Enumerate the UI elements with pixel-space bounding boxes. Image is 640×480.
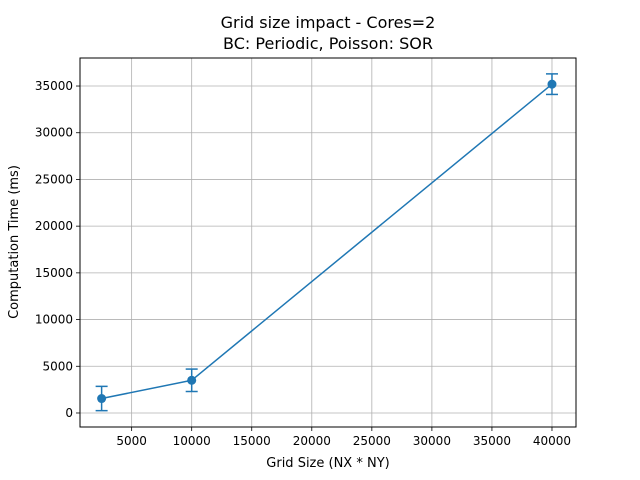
data-point xyxy=(547,79,557,89)
grid-lines xyxy=(80,58,576,427)
x-tick-label: 35000 xyxy=(473,434,511,448)
y-tick-label: 20000 xyxy=(35,219,73,233)
series-layer xyxy=(95,73,558,412)
x-tick-label: 20000 xyxy=(293,434,331,448)
y-tick-label: 5000 xyxy=(42,359,73,373)
y-tick-label: 0 xyxy=(65,406,73,420)
y-tick-label: 25000 xyxy=(35,172,73,186)
x-tick-label: 15000 xyxy=(233,434,271,448)
plot-area-frame xyxy=(79,57,577,428)
x-tick-label: 5000 xyxy=(116,434,147,448)
y-tick-label: 10000 xyxy=(35,313,73,327)
y-tick-label: 35000 xyxy=(35,79,73,93)
data-point xyxy=(187,375,197,385)
x-tick-label: 30000 xyxy=(413,434,451,448)
x-tick-label: 40000 xyxy=(533,434,571,448)
y-tick-label: 15000 xyxy=(35,266,73,280)
chart-title: Grid size impact - Cores=2 xyxy=(221,13,436,32)
x-tick-label: 25000 xyxy=(353,434,391,448)
y-axis-label: Computation Time (ms) xyxy=(7,165,22,319)
series-line xyxy=(101,83,553,400)
y-tick-label: 30000 xyxy=(35,126,73,140)
x-tick-label: 10000 xyxy=(173,434,211,448)
tick-layer: 5000 10000 15000 20000 25000 30000 35000 40000 0… xyxy=(35,79,571,448)
chart-subtitle: BC: Periodic, Poisson: SOR xyxy=(223,34,433,53)
data-point xyxy=(97,394,107,404)
x-axis-label: Grid Size (NX * NY) xyxy=(266,456,389,471)
